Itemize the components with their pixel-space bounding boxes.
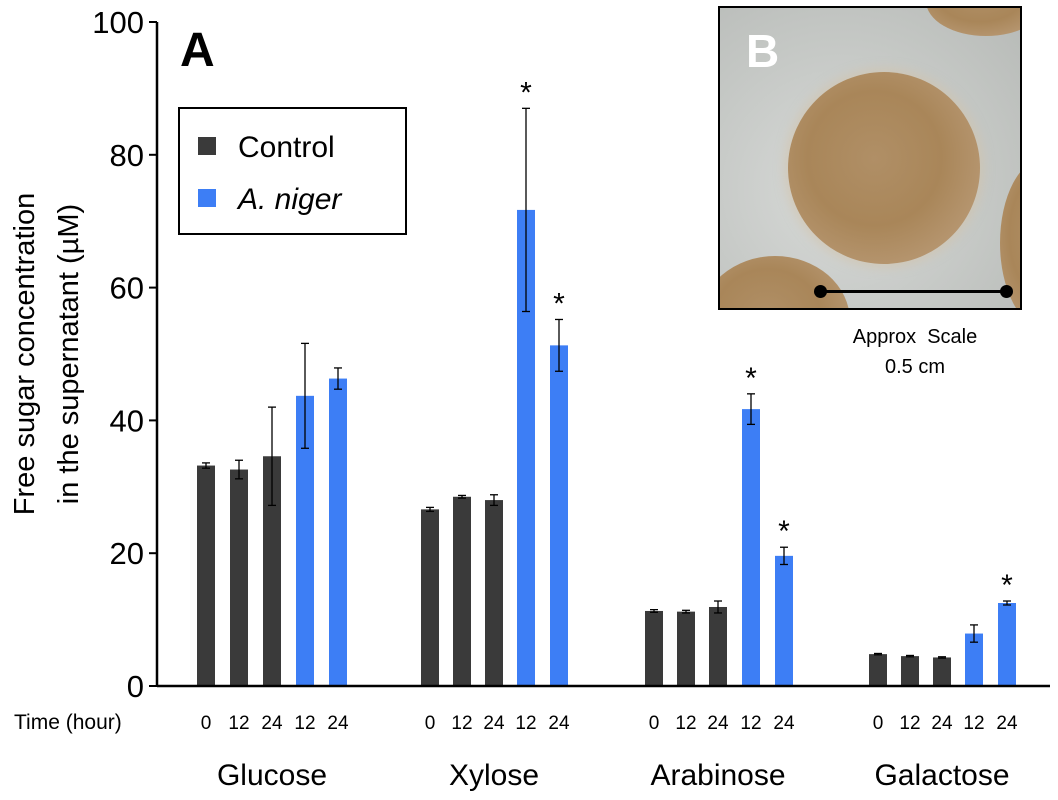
bar-galactose-a-niger-24 — [998, 603, 1016, 686]
time-tick-label: 24 — [483, 713, 505, 734]
legend-label-a-niger: A. niger — [236, 183, 342, 216]
time-tick-label: 24 — [261, 713, 283, 734]
bar-arabinose-control-0 — [645, 610, 663, 686]
y-axis-label-line1: Free sugar concentration — [9, 193, 41, 515]
bar-arabinose-control-24 — [709, 606, 727, 686]
bar-galactose-control-0 — [869, 654, 887, 686]
legend-box — [178, 107, 407, 235]
bar-glucose-a-niger-12 — [296, 395, 314, 686]
bar-xylose-control-24 — [485, 500, 503, 686]
group-label-glucose: Glucose — [217, 759, 327, 792]
labels-layer: 0 12 24 12 24 Glucose 0 12 24 * 12 * 24 Xylose 0 12 24 * 1… — [9, 5, 1018, 792]
bar-xylose-a-niger-12 — [517, 209, 535, 687]
legend-label-control: Control — [238, 131, 335, 164]
bar-glucose-control-24 — [263, 456, 281, 686]
bars-layer — [197, 107, 1016, 687]
time-tick-label: 12 — [515, 713, 536, 734]
time-tick-label: 12 — [451, 713, 472, 734]
bar-xylose-control-12 — [453, 496, 471, 686]
y-tick-label: 80 — [110, 138, 144, 173]
significance-star: * — [520, 76, 532, 109]
y-tick-label: 100 — [92, 5, 144, 40]
bar-galactose-a-niger-12 — [965, 633, 983, 686]
time-tick-label: 0 — [873, 713, 884, 734]
y-tick-label: 0 — [127, 669, 144, 704]
time-tick-label: 24 — [707, 713, 729, 734]
group-label-xylose: Xylose — [449, 759, 539, 792]
significance-star: * — [745, 362, 757, 395]
significance-star: * — [778, 515, 790, 548]
panel-b-label: B — [746, 25, 780, 77]
scale-bar-end — [1000, 285, 1013, 298]
time-tick-label: 0 — [649, 713, 660, 734]
time-tick-label: 12 — [294, 713, 315, 734]
bar-glucose-control-12 — [230, 469, 248, 686]
bar-glucose-control-0 — [197, 465, 215, 686]
time-tick-label: 24 — [931, 713, 953, 734]
scale-value: 0.5 cm — [884, 356, 946, 378]
legend-swatch — [198, 137, 216, 155]
time-tick-label: 24 — [548, 713, 570, 734]
y-axis-label-line2: in the supernatant (µM) — [53, 204, 85, 504]
x-axis-time-label: Time (hour) — [14, 711, 122, 734]
axes-layer — [149, 21, 1050, 688]
time-tick-label: 24 — [996, 713, 1018, 734]
time-tick-label: 12 — [899, 713, 920, 734]
bar-galactose-control-24 — [933, 657, 951, 686]
scale-caption: Approx Scale 0.5 cm — [800, 322, 1030, 382]
time-tick-label: 12 — [675, 713, 696, 734]
panel-b-photo: B — [718, 6, 1022, 310]
scale-bar — [820, 290, 1006, 293]
time-tick-label: 0 — [425, 713, 436, 734]
bar-arabinose-control-12 — [677, 611, 695, 686]
time-tick-label: 24 — [773, 713, 795, 734]
panel-a-label: A — [180, 24, 215, 77]
legend-swatch — [198, 189, 216, 207]
y-tick-label: 60 — [110, 271, 144, 306]
bar-glucose-a-niger-24 — [329, 378, 347, 686]
scale-label: Approx Scale — [852, 326, 978, 348]
significance-star: * — [1001, 569, 1013, 602]
time-tick-label: 12 — [963, 713, 984, 734]
y-tick-label: 40 — [110, 403, 144, 438]
bar-xylose-a-niger-24 — [550, 345, 568, 686]
bar-arabinose-a-niger-24 — [775, 555, 793, 686]
fungal-colony-main — [788, 72, 980, 264]
bar-xylose-control-0 — [421, 509, 439, 686]
bar-arabinose-a-niger-12 — [742, 409, 760, 686]
significance-star: * — [553, 287, 565, 320]
time-tick-label: 0 — [201, 713, 212, 734]
time-tick-label: 12 — [228, 713, 249, 734]
time-tick-label: 12 — [740, 713, 761, 734]
y-tick-label: 20 — [110, 536, 144, 571]
time-tick-label: 24 — [327, 713, 349, 734]
group-label-galactose: Galactose — [874, 759, 1009, 792]
scale-bar-end — [814, 285, 827, 298]
group-label-arabinose: Arabinose — [650, 759, 785, 792]
bar-galactose-control-12 — [901, 656, 919, 686]
